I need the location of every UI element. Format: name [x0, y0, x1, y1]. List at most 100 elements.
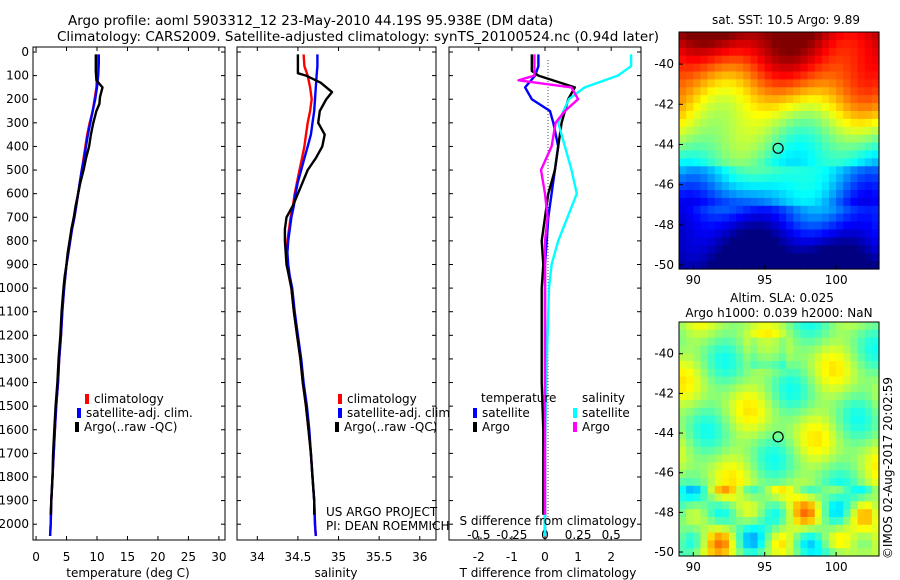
- depth-tick-label: 900: [6, 257, 29, 271]
- heatmap-cell: [736, 213, 744, 223]
- heatmap-cell: [864, 439, 873, 448]
- heatmap-cell: [871, 174, 880, 183]
- heatmap-cell: [771, 407, 780, 417]
- heatmap-cell: [779, 478, 787, 487]
- heatmap-cell: [857, 415, 866, 424]
- heatmap-cell: [679, 166, 687, 175]
- heatmap-cell: [857, 501, 866, 510]
- heatmap-cell: [793, 213, 802, 223]
- depth-tick-label: 200: [6, 92, 29, 106]
- heatmap-cell: [743, 540, 752, 549]
- heatmap-cell: [779, 517, 787, 526]
- heatmap-cell: [814, 174, 823, 183]
- map-y-tick-label: -50: [654, 545, 674, 559]
- heatmap-cell: [807, 87, 816, 96]
- heatmap-cell: [786, 548, 794, 557]
- heatmap-cell: [843, 111, 852, 120]
- heatmap-cell: [771, 237, 780, 246]
- heatmap-cell: [700, 166, 709, 175]
- heatmap-cell: [721, 142, 730, 152]
- heatmap-cell: [764, 446, 773, 456]
- heatmap-cell: [679, 47, 687, 57]
- heatmap-cell: [707, 32, 716, 41]
- heatmap-cell: [807, 63, 816, 73]
- heatmap-cell: [843, 376, 852, 385]
- heatmap-cell: [707, 126, 716, 136]
- heatmap-cell: [729, 55, 737, 65]
- heatmap-cell: [771, 501, 780, 510]
- heatmap-cell: [779, 345, 787, 354]
- temperature-plot-frame: [32, 46, 226, 541]
- heatmap-cell: [821, 524, 830, 534]
- heatmap-cell: [793, 415, 802, 424]
- heatmap-cell: [757, 237, 766, 246]
- map-y-tick-label: -40: [654, 347, 674, 361]
- heatmap-cell: [821, 245, 830, 254]
- heatmap-cell: [693, 415, 702, 424]
- heatmap-cell: [857, 540, 866, 549]
- heatmap-cell: [814, 213, 823, 223]
- heatmap-cell: [836, 392, 844, 401]
- heatmap-cell: [871, 182, 880, 191]
- heatmap-cell: [843, 174, 852, 183]
- heatmap-cell: [714, 142, 723, 152]
- heatmap-cell: [686, 478, 694, 487]
- heatmap-cell: [821, 205, 830, 215]
- heatmap-cell: [721, 111, 730, 120]
- heatmap-cell: [843, 182, 852, 191]
- heatmap-cell: [807, 166, 816, 175]
- heatmap-cell: [771, 478, 780, 487]
- heatmap-cell: [714, 493, 723, 502]
- heatmap-cell: [829, 95, 837, 104]
- heatmap-cell: [793, 71, 802, 80]
- heatmap-cell: [693, 431, 702, 440]
- heatmap-cell: [779, 439, 787, 448]
- heatmap-cell: [750, 540, 759, 549]
- heatmap-cell: [771, 126, 780, 136]
- heatmap-cell: [707, 55, 716, 65]
- heatmap-cell: [700, 540, 709, 549]
- heatmap-cell: [736, 524, 744, 534]
- heatmap-cell: [871, 540, 880, 549]
- heatmap-cell: [814, 400, 823, 409]
- series-line-argo-raw-qc-: [283, 54, 334, 515]
- heatmap-cell: [793, 142, 802, 152]
- heatmap-cell: [714, 478, 723, 487]
- heatmap-cell: [864, 213, 873, 223]
- heatmap-cell: [857, 158, 866, 167]
- heatmap-cell: [800, 118, 809, 128]
- heatmap-cell: [764, 87, 773, 96]
- heatmap-cell: [786, 345, 794, 354]
- heatmap-cell: [721, 509, 730, 518]
- heatmap-cell: [800, 103, 809, 112]
- heatmap-cell: [821, 111, 830, 120]
- heatmap-cell: [700, 524, 709, 534]
- heatmap-cell: [743, 87, 752, 96]
- map-x-tick-label: 100: [825, 560, 848, 574]
- heatmap-cell: [821, 322, 830, 331]
- heatmap-cell: [686, 79, 694, 88]
- heatmap-cell: [686, 118, 694, 128]
- heatmap-cell: [721, 485, 730, 495]
- heatmap-cell: [814, 345, 823, 354]
- legend-label-argo: Argo(..raw -QC): [84, 420, 177, 434]
- heatmap-cell: [857, 454, 866, 463]
- heatmap-cell: [729, 540, 737, 549]
- heatmap-cell: [757, 126, 766, 136]
- heatmap-cell: [743, 95, 752, 104]
- heatmap-cell: [679, 524, 687, 534]
- heatmap-cell: [786, 237, 794, 246]
- heatmap-cell: [786, 439, 794, 448]
- heatmap-cell: [771, 368, 780, 378]
- heatmap-cell: [800, 517, 809, 526]
- heatmap-cell: [793, 337, 802, 346]
- heatmap-cell: [693, 446, 702, 456]
- heatmap-cell: [871, 213, 880, 223]
- heatmap-cell: [871, 150, 880, 159]
- heatmap-cell: [721, 32, 730, 41]
- heatmap-cell: [800, 446, 809, 456]
- heatmap-cell: [850, 485, 859, 495]
- heatmap-cell: [843, 47, 852, 57]
- heatmap-cell: [707, 368, 716, 378]
- heatmap-cell: [836, 32, 844, 41]
